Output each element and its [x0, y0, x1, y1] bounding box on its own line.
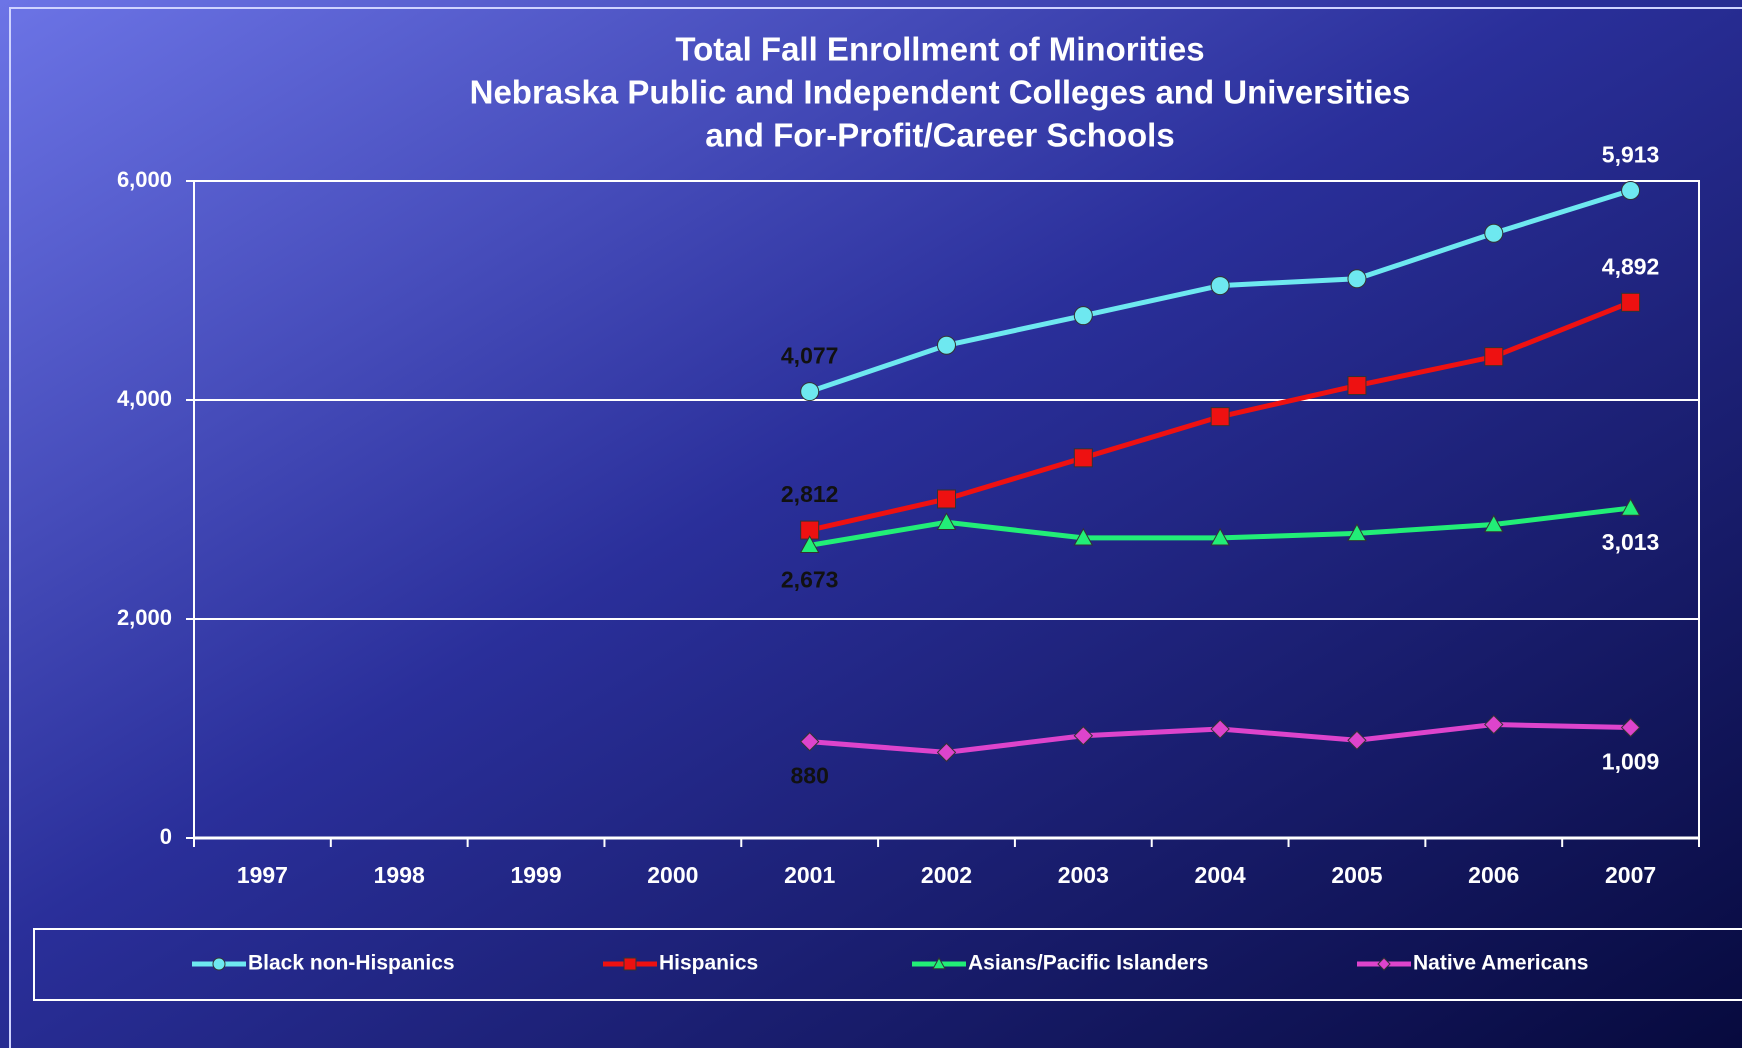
x-tick-label: 2004 — [1195, 862, 1246, 888]
data-label: 2,673 — [781, 566, 839, 592]
x-tick-label: 1998 — [374, 862, 425, 888]
marker — [1484, 223, 1504, 243]
marker — [1620, 717, 1641, 738]
marker — [1377, 957, 1391, 971]
marker — [932, 956, 946, 970]
data-label: 5,913 — [1602, 142, 1660, 168]
legend-item: Hispanics — [603, 952, 758, 975]
marker — [936, 742, 957, 763]
legend-label: Black non-Hispanics — [248, 952, 455, 975]
legend-label: Asians/Pacific Islanders — [968, 952, 1208, 975]
x-tick-label: 1999 — [510, 862, 561, 888]
marker — [1484, 714, 1504, 735]
x-tick-label: 2006 — [1468, 862, 1519, 888]
marker — [1073, 306, 1093, 326]
legend-item: Native Americans — [1357, 952, 1588, 975]
data-label: 4,892 — [1602, 253, 1660, 279]
data-label: 2,812 — [781, 481, 839, 507]
marker — [937, 335, 956, 355]
data-label: 3,013 — [1602, 529, 1660, 555]
chart-title: Total Fall Enrollment of Minorities — [675, 31, 1204, 68]
marker — [1621, 292, 1641, 312]
x-tick-label: 2007 — [1605, 862, 1656, 888]
marker — [1210, 719, 1230, 739]
marker — [1073, 448, 1093, 468]
marker — [1210, 407, 1230, 427]
data-label: 880 — [790, 763, 828, 789]
chart-title: Nebraska Public and Independent Colleges… — [470, 74, 1411, 111]
marker — [1073, 527, 1094, 546]
legend-label: Native Americans — [1413, 952, 1588, 975]
marker — [1484, 347, 1504, 367]
x-tick-label: 2002 — [921, 862, 972, 888]
x-tick-label: 1997 — [237, 862, 288, 888]
marker — [936, 512, 957, 531]
marker — [1073, 726, 1094, 746]
frame — [9, 7, 1742, 1048]
legend-item: Black non-Hispanics — [192, 952, 455, 975]
chart-title: and For-Profit/Career Schools — [705, 117, 1174, 154]
marker — [1347, 376, 1367, 396]
marker — [799, 535, 820, 554]
marker — [1347, 523, 1367, 542]
y-tick-label: 4,000 — [117, 386, 172, 411]
marker — [623, 957, 637, 971]
y-tick-label: 2,000 — [117, 605, 172, 630]
marker — [1347, 730, 1367, 750]
legend-item: Asians/Pacific Islanders — [912, 952, 1208, 975]
marker — [1210, 527, 1230, 546]
x-tick-label: 2003 — [1058, 862, 1109, 888]
x-tick-label: 2001 — [784, 862, 835, 888]
marker — [799, 731, 820, 752]
x-tick-label: 2000 — [647, 862, 698, 888]
y-tick-label: 6,000 — [117, 167, 172, 192]
marker — [1483, 514, 1504, 533]
data-label: 1,009 — [1602, 749, 1660, 775]
marker — [1620, 498, 1641, 516]
marker — [937, 489, 956, 509]
data-label: 4,077 — [781, 343, 839, 369]
marker — [1210, 276, 1230, 296]
legend-box — [33, 928, 1742, 1001]
marker — [212, 957, 226, 971]
legend-label: Hispanics — [659, 952, 758, 975]
marker — [1621, 181, 1641, 201]
y-tick-label: 0 — [160, 824, 172, 849]
marker — [1347, 269, 1367, 289]
x-tick-label: 2005 — [1331, 862, 1382, 888]
marker — [800, 382, 820, 402]
